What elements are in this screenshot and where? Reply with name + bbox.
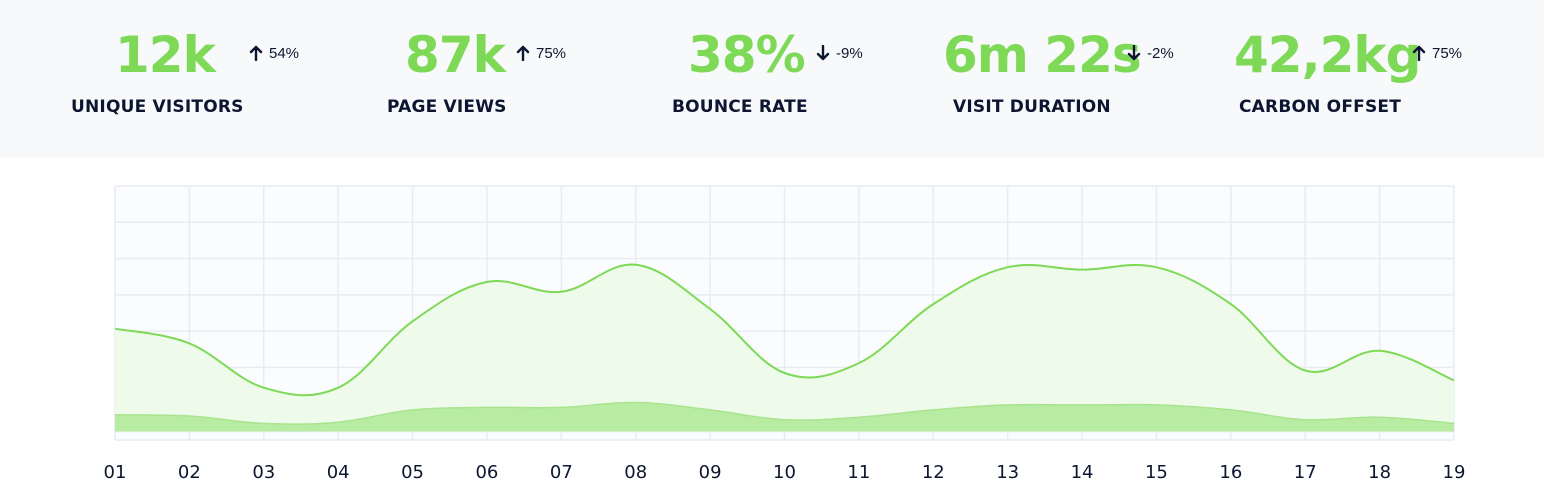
x-tick-label: 13	[996, 462, 1019, 483]
x-tick-label: 02	[178, 462, 201, 483]
stat-change: -2%	[1127, 44, 1174, 64]
x-tick-label: 11	[847, 462, 870, 483]
stat-change: 75%	[1412, 44, 1462, 64]
arrow-up-icon	[516, 45, 530, 61]
arrow-down-icon	[816, 45, 830, 61]
stat-change: 54%	[249, 44, 299, 64]
arrow-up-icon	[1412, 45, 1426, 61]
arrow-down-icon	[1127, 45, 1141, 61]
x-tick-label: 08	[624, 462, 647, 483]
chart-svg: 01 02 03 04 05 06 07 08 09 10 11 12 13 14 15 16 17 18 19	[0, 158, 1544, 500]
stat-value: 6m 22s	[943, 22, 1141, 88]
x-tick-label: 10	[773, 462, 796, 483]
x-tick-label: 18	[1368, 462, 1391, 483]
stat-value: 12k	[115, 22, 215, 88]
x-tick-label: 16	[1219, 462, 1242, 483]
x-tick-label: 05	[401, 462, 424, 483]
x-tick-label: 04	[327, 462, 350, 483]
x-tick-label: 14	[1071, 462, 1094, 483]
x-tick-label: 03	[252, 462, 275, 483]
x-tick-label: 07	[550, 462, 573, 483]
x-tick-label: 19	[1443, 462, 1466, 483]
stat-change: 75%	[516, 44, 566, 64]
stat-change-value: 75%	[1432, 45, 1462, 62]
arrow-up-icon	[249, 45, 263, 61]
x-tick-label: 09	[699, 462, 722, 483]
stat-label: BOUNCE RATE	[672, 96, 808, 118]
x-tick-label: 01	[104, 462, 127, 483]
stat-change-value: 75%	[536, 45, 566, 62]
stat-change: -9%	[816, 44, 863, 64]
stat-value: 42,2kg	[1234, 22, 1420, 88]
traffic-chart: 01 02 03 04 05 06 07 08 09 10 11 12 13 14 15 16 17 18 19	[0, 158, 1544, 500]
stat-label: CARBON OFFSET	[1239, 96, 1401, 118]
x-tick-label: 12	[922, 462, 945, 483]
x-tick-label: 06	[475, 462, 498, 483]
stat-value: 38%	[688, 22, 805, 88]
stat-change-value: -2%	[1147, 45, 1174, 62]
x-tick-label: 17	[1294, 462, 1317, 483]
stat-value: 87k	[405, 22, 505, 88]
stat-label: UNIQUE VISITORS	[71, 96, 244, 118]
x-tick-label: 15	[1145, 462, 1168, 483]
stat-label: PAGE VIEWS	[387, 96, 507, 118]
stat-change-value: 54%	[269, 45, 299, 62]
stat-label: VISIT DURATION	[953, 96, 1111, 118]
stats-bar: 12k 54% UNIQUE VISITORS 87k 75% PAGE VIE…	[0, 0, 1544, 158]
stat-change-value: -9%	[836, 45, 863, 62]
